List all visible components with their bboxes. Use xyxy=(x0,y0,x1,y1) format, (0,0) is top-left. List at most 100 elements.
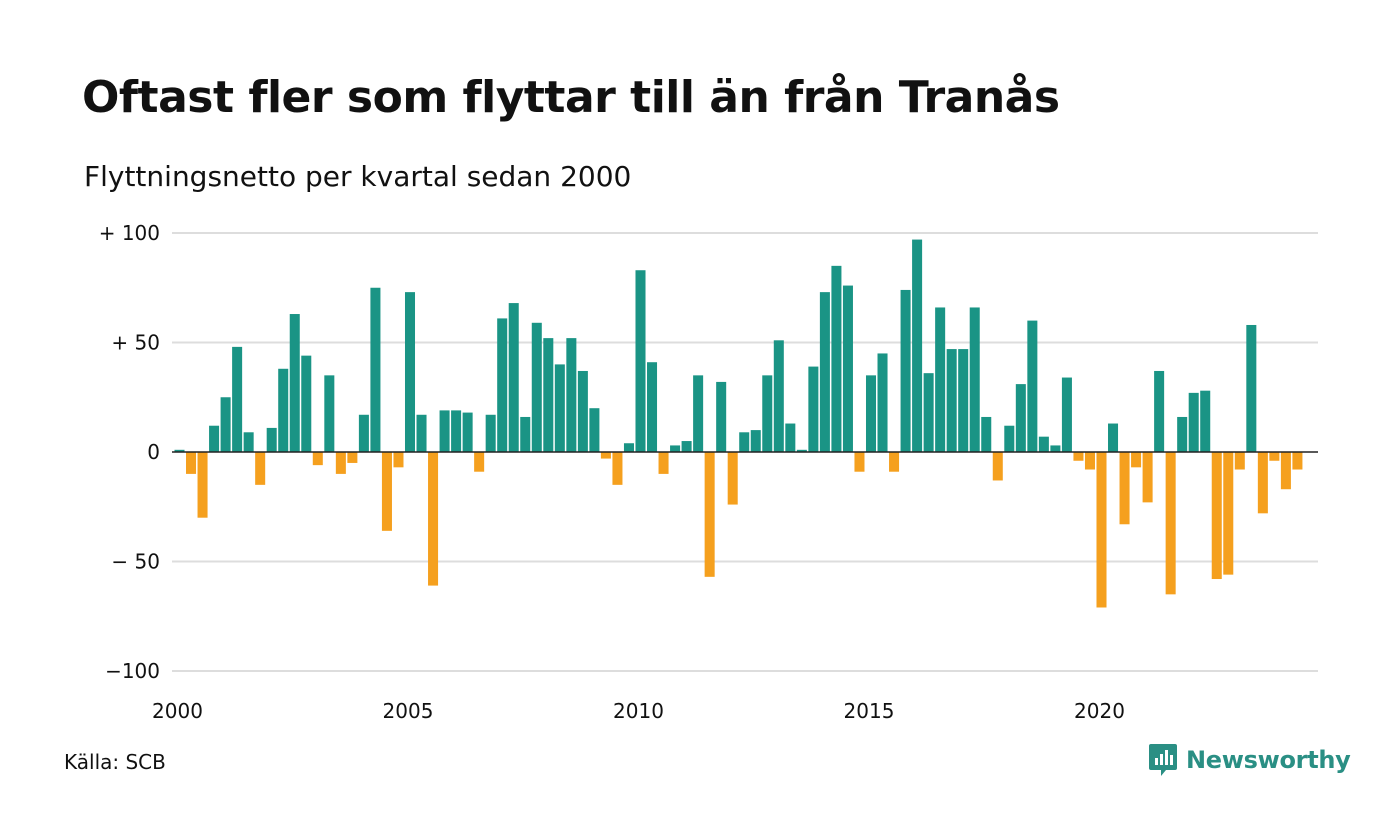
bar xyxy=(854,452,865,472)
bar xyxy=(289,314,300,452)
newsworthy-logo-icon xyxy=(1149,744,1177,776)
bar xyxy=(716,381,727,452)
bar xyxy=(647,362,658,452)
bar xyxy=(1269,452,1280,461)
y-axis-ticks: + 100 + 50 0 − 50 −100 xyxy=(99,221,160,683)
bar xyxy=(1015,384,1026,452)
bar xyxy=(439,410,450,452)
bar xyxy=(1188,392,1199,452)
bar xyxy=(474,452,485,472)
bar xyxy=(670,445,681,452)
y-tick-label: −100 xyxy=(105,659,160,683)
bar xyxy=(912,239,923,452)
bar xyxy=(727,452,738,505)
x-tick-label: 2015 xyxy=(844,699,895,723)
bar xyxy=(358,414,369,452)
bar xyxy=(946,349,957,452)
bar xyxy=(220,397,231,452)
brand-name: Newsworthy xyxy=(1186,746,1351,774)
bar xyxy=(301,355,312,452)
bar xyxy=(1177,416,1188,452)
bar xyxy=(1154,370,1165,452)
x-tick-label: 2000 xyxy=(152,699,203,723)
bar xyxy=(589,408,600,452)
bar xyxy=(577,370,588,452)
bar xyxy=(819,292,830,452)
bar xyxy=(1084,452,1095,470)
bar xyxy=(347,452,358,463)
y-tick-label: 0 xyxy=(147,440,160,464)
bar xyxy=(186,452,197,474)
bar xyxy=(969,307,980,452)
bar xyxy=(1061,377,1072,452)
bar xyxy=(762,375,773,452)
bar xyxy=(404,292,416,452)
bar xyxy=(370,287,381,452)
bar xyxy=(255,452,266,485)
bar xyxy=(877,353,888,452)
x-tick-label: 2010 xyxy=(613,699,664,723)
grid-lines xyxy=(172,232,1318,672)
y-tick-label: + 100 xyxy=(99,221,160,245)
bar xyxy=(623,443,634,452)
bar xyxy=(243,432,254,452)
chart-subtitle: Flyttningsnetto per kvartal sedan 2000 xyxy=(84,160,632,193)
bar xyxy=(543,338,554,452)
bar xyxy=(831,265,842,452)
bar xyxy=(773,340,784,452)
bar xyxy=(1050,445,1061,452)
bar xyxy=(381,452,392,531)
bar xyxy=(266,427,277,452)
bar xyxy=(635,270,646,452)
bar xyxy=(935,307,946,452)
bar xyxy=(693,375,704,452)
bar xyxy=(1200,390,1211,452)
bar xyxy=(520,416,531,452)
bar xyxy=(1073,452,1084,461)
bar xyxy=(485,414,496,452)
x-axis-ticks: 2000 2005 2010 2015 2020 xyxy=(152,699,1125,723)
bar xyxy=(393,452,404,468)
bar xyxy=(497,318,508,452)
bar xyxy=(923,373,934,452)
bar xyxy=(1292,452,1303,470)
bar xyxy=(1280,452,1291,490)
bar xyxy=(1108,423,1119,452)
bar xyxy=(508,303,519,452)
bar xyxy=(278,368,289,452)
bar xyxy=(312,452,323,466)
bar xyxy=(1211,452,1222,580)
bar xyxy=(1257,452,1268,514)
bar xyxy=(554,364,565,452)
bar xyxy=(1223,452,1234,575)
bars xyxy=(174,239,1303,608)
bar xyxy=(612,452,623,485)
bar xyxy=(1165,452,1176,595)
bar xyxy=(209,425,220,452)
brand-logo: Newsworthy xyxy=(1148,742,1351,778)
bar xyxy=(808,366,819,452)
bar xyxy=(958,349,969,452)
bar xyxy=(335,452,346,474)
bar xyxy=(704,452,715,577)
x-tick-label: 2005 xyxy=(383,699,434,723)
bar xyxy=(416,414,427,452)
bar xyxy=(1131,452,1142,468)
bar xyxy=(197,452,208,518)
bar xyxy=(1119,452,1130,525)
bar xyxy=(531,322,542,452)
bar xyxy=(1234,452,1245,470)
bar xyxy=(842,285,853,452)
x-tick-label: 2020 xyxy=(1074,699,1125,723)
bar xyxy=(750,430,761,452)
bar xyxy=(785,423,796,452)
bar xyxy=(232,346,243,452)
bar xyxy=(1246,324,1257,452)
bar xyxy=(739,432,750,452)
bar xyxy=(1027,320,1038,452)
bar xyxy=(174,449,185,452)
bar xyxy=(451,410,462,452)
bar xyxy=(900,289,911,452)
source-note: Källa: SCB xyxy=(64,750,166,774)
